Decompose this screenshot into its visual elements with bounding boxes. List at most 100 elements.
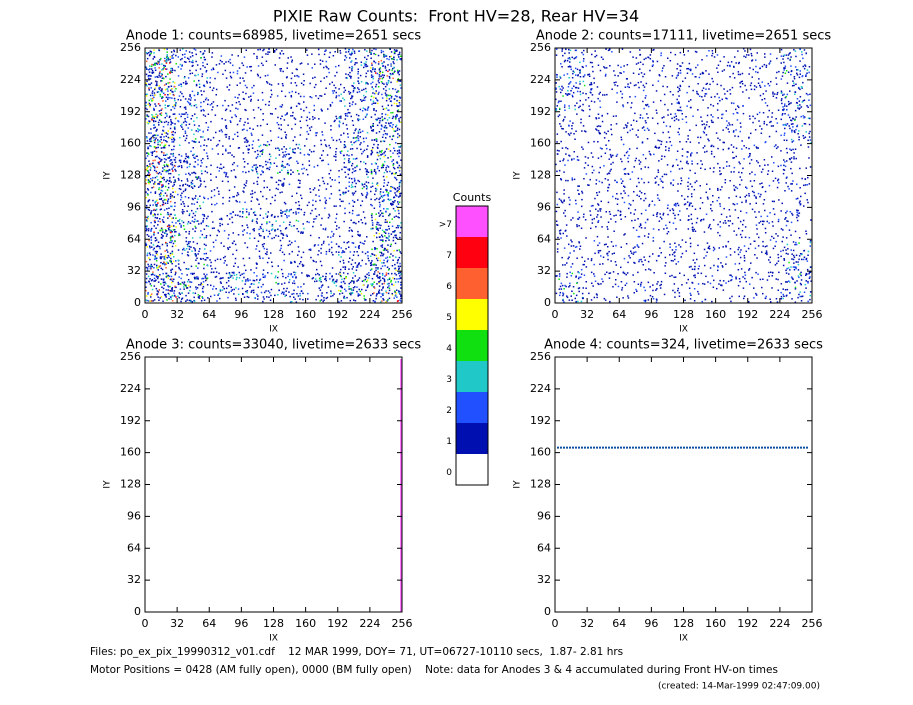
count-pixel [676, 75, 679, 77]
count-pixel [344, 144, 346, 147]
count-pixel [179, 288, 182, 290]
count-pixel [169, 197, 172, 199]
count-pixel [159, 104, 161, 107]
count-pixel [716, 54, 719, 56]
count-pixel [652, 101, 655, 103]
count-pixel [645, 104, 648, 107]
count-pixel [222, 277, 224, 279]
count-pixel [196, 64, 199, 66]
count-pixel [246, 290, 249, 292]
count-pixel [250, 193, 252, 195]
count-pixel [374, 162, 377, 164]
count-pixel [392, 88, 394, 90]
count-pixel [282, 233, 284, 235]
count-pixel [173, 113, 176, 115]
count-pixel [378, 291, 380, 293]
count-pixel [805, 74, 807, 76]
count-pixel [146, 165, 148, 167]
count-pixel [716, 83, 719, 86]
count-pixel [379, 120, 381, 122]
count-pixel [194, 113, 196, 115]
count-pixel [160, 208, 162, 210]
count-pixel [652, 49, 654, 51]
count-pixel [158, 245, 161, 248]
count-pixel [377, 268, 379, 270]
colorbar-swatch [456, 361, 488, 392]
count-pixel [286, 76, 288, 78]
count-pixel [213, 194, 216, 197]
count-pixel [163, 161, 166, 163]
count-pixel [232, 277, 234, 279]
count-pixel [160, 278, 163, 280]
count-pixel [191, 140, 194, 142]
count-pixel [164, 192, 167, 194]
count-pixel [378, 198, 380, 201]
count-pixel [153, 139, 155, 142]
count-pixel [216, 258, 219, 260]
count-pixel [233, 156, 235, 158]
count-pixel [578, 106, 580, 109]
count-pixel [163, 60, 166, 62]
count-pixel [568, 52, 570, 54]
count-pixel [312, 259, 314, 262]
count-pixel [764, 53, 766, 55]
count-pixel [191, 172, 193, 174]
count-pixel [194, 230, 196, 233]
count-pixel [277, 271, 280, 273]
count-pixel [147, 208, 150, 211]
count-pixel [184, 113, 186, 115]
count-pixel [347, 173, 350, 176]
count-pixel [145, 204, 148, 207]
count-pixel [359, 241, 362, 244]
count-pixel [381, 234, 383, 236]
count-pixel [396, 195, 398, 197]
count-pixel [396, 129, 399, 131]
count-pixel [234, 297, 237, 300]
count-pixel [250, 291, 253, 293]
count-pixel [158, 74, 160, 76]
count-pixel [145, 242, 147, 245]
count-pixel [380, 296, 382, 298]
count-pixel [398, 188, 400, 190]
count-pixel [278, 179, 280, 182]
count-pixel [396, 237, 398, 239]
count-pixel [356, 214, 358, 217]
count-pixel [359, 108, 362, 111]
count-pixel [221, 180, 224, 182]
count-pixel [721, 98, 723, 101]
count-pixel [294, 82, 297, 84]
count-pixel [382, 286, 384, 288]
count-pixel [300, 116, 303, 118]
count-pixel [146, 114, 148, 116]
count-pixel [398, 271, 400, 274]
count-pixel [186, 57, 189, 59]
count-pixel [382, 240, 384, 243]
count-pixel [330, 125, 332, 127]
count-pixel [180, 203, 183, 205]
count-pixel [807, 106, 809, 108]
count-pixel [370, 171, 373, 173]
count-pixel [386, 75, 388, 77]
count-pixel [568, 105, 570, 107]
count-pixel [159, 113, 161, 115]
count-pixel [199, 129, 201, 131]
count-pixel [159, 229, 161, 232]
count-pixel [251, 147, 254, 149]
count-pixel [796, 74, 799, 76]
count-pixel [332, 139, 335, 141]
count-pixel [298, 186, 301, 189]
count-pixel [335, 96, 337, 99]
count-pixel [380, 167, 383, 169]
count-pixel [392, 259, 394, 261]
heat-cell [686, 80, 716, 111]
count-pixel [222, 73, 224, 75]
count-pixel [210, 139, 212, 141]
count-pixel [716, 93, 719, 95]
count-pixel [173, 50, 176, 53]
count-pixel [266, 186, 268, 189]
count-pixel [178, 95, 181, 97]
count-pixel [261, 170, 263, 172]
count-pixel [154, 62, 157, 64]
count-pixel [162, 167, 164, 169]
count-pixel [165, 169, 168, 172]
